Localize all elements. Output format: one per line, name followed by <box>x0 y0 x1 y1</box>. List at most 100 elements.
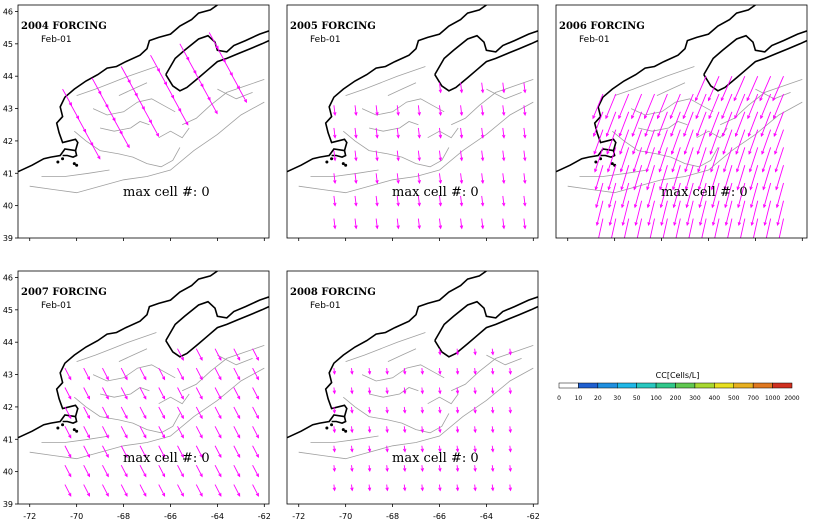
current-arrow <box>699 182 707 208</box>
y-tick-label: 41 <box>3 435 13 444</box>
current-arrow <box>252 445 259 458</box>
x-tick-label: -72 <box>23 512 36 521</box>
current-arrow <box>417 173 420 184</box>
current-arrow <box>606 129 617 155</box>
arrow-head <box>255 395 259 400</box>
arrow-head <box>180 395 184 400</box>
arrow-head <box>733 97 737 102</box>
bathymetry-contour <box>612 130 719 168</box>
map-panel: 2008 FORCING Feb-01 max cell #: 0 -72 -70 -68… <box>286 270 540 521</box>
colorbar-segment <box>558 382 579 389</box>
colorbar-segment <box>714 382 734 389</box>
arrow-head <box>438 180 443 185</box>
y-tick-label: 46 <box>3 7 13 16</box>
arrow-head <box>606 168 611 173</box>
current-arrow <box>252 406 259 419</box>
current-arrow <box>644 111 655 137</box>
colorbar-segment <box>772 382 793 389</box>
bathymetry-contour <box>486 354 522 366</box>
current-arrow <box>714 218 720 238</box>
colorbar-segment <box>578 382 599 389</box>
y-tick-label: 40 <box>3 202 13 211</box>
island <box>72 428 76 432</box>
current-arrow <box>195 445 203 458</box>
arrow-head <box>646 186 650 191</box>
current-arrow <box>695 93 707 119</box>
current-arrow <box>649 218 655 238</box>
arrow-head <box>605 133 610 138</box>
arrow-head <box>621 204 625 209</box>
arrow-head <box>68 454 72 458</box>
bathymetry-contour <box>92 98 176 116</box>
current-arrow <box>417 150 420 161</box>
arrow-head <box>180 434 184 439</box>
current-arrow <box>618 93 630 119</box>
current-arrow <box>696 111 707 137</box>
current-arrow <box>195 367 203 380</box>
current-arrow <box>502 195 505 206</box>
arrow-head <box>161 395 166 400</box>
arrow-head <box>438 134 443 139</box>
current-arrow <box>683 111 694 137</box>
arrow-head <box>724 204 728 209</box>
current-arrow <box>139 426 147 438</box>
colorbar-tick-label: 0 <box>557 395 561 402</box>
arrow-head <box>438 370 442 375</box>
current-arrow <box>252 426 259 438</box>
arrow-head <box>737 204 741 209</box>
arrow-head <box>438 157 443 162</box>
arrow-head <box>508 390 512 395</box>
current-arrow <box>214 367 222 380</box>
current-arrow <box>605 93 617 119</box>
arrow-head <box>438 429 442 434</box>
arrow-head <box>375 157 379 162</box>
bathymetry-contour <box>217 88 253 100</box>
bathymetry-contour <box>451 345 534 392</box>
arrow-head <box>593 150 597 155</box>
x-tick-label: -62 <box>258 512 271 521</box>
arrow-head <box>480 202 485 207</box>
arrow-head <box>776 222 780 227</box>
arrow-head <box>105 395 109 400</box>
arrow-head <box>775 204 780 209</box>
current-arrow <box>158 426 166 438</box>
current-arrow <box>737 182 746 208</box>
arrow-head <box>673 222 677 227</box>
arrow-head <box>333 202 337 207</box>
current-arrow <box>670 111 681 137</box>
arrow-head <box>86 492 91 497</box>
arrow-head <box>660 222 664 227</box>
current-arrow <box>733 76 746 101</box>
x-tick-label: -68 <box>386 512 399 521</box>
current-arrow <box>695 76 707 101</box>
bathymetry-contour <box>76 66 157 96</box>
arrow-head <box>143 454 147 458</box>
bathymetry-contour <box>614 66 695 96</box>
current-arrow <box>671 147 681 172</box>
current-arrow <box>214 387 222 400</box>
coastline <box>703 39 807 92</box>
arrow-head <box>683 133 687 138</box>
current-arrow <box>721 93 733 119</box>
current-arrow <box>354 218 357 229</box>
arrow-head <box>199 473 203 478</box>
current-arrow <box>595 182 604 208</box>
arrow-head <box>671 168 675 173</box>
arrow-head <box>747 133 751 138</box>
arrow-head <box>199 492 203 497</box>
current-arrow <box>658 129 668 155</box>
arrow-head <box>105 454 109 458</box>
colorbar-tick-label: 1000 <box>765 395 780 402</box>
island <box>341 162 345 166</box>
map-content <box>18 5 269 194</box>
panel-date: Feb-01 <box>41 35 72 45</box>
arrow-head <box>180 492 184 497</box>
arrow-head <box>631 115 635 120</box>
panel-frame <box>286 4 539 239</box>
current-arrow <box>333 173 336 184</box>
arrow-head <box>438 448 442 453</box>
current-arrow <box>748 111 759 137</box>
arrow-head <box>473 468 477 473</box>
current-arrow <box>252 464 259 477</box>
current-arrow <box>439 218 442 229</box>
